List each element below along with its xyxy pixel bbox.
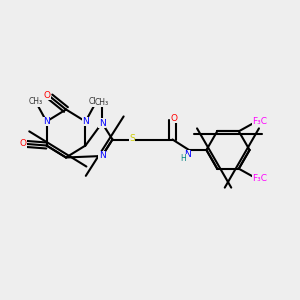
Text: N: N [99,152,105,160]
Text: CH₃: CH₃ [95,98,109,106]
Text: CH₃: CH₃ [29,98,43,106]
Text: S: S [129,134,135,143]
Text: O: O [44,91,51,100]
Text: N: N [43,117,50,126]
Text: N: N [82,117,89,126]
Text: O: O [20,140,27,148]
Text: F₃C: F₃C [252,117,267,126]
Text: N: N [99,118,105,127]
Text: O: O [170,114,178,123]
Text: H: H [181,154,187,163]
Text: F₃C: F₃C [252,174,267,183]
Text: N: N [184,150,191,159]
Text: CH₃: CH₃ [89,98,103,106]
